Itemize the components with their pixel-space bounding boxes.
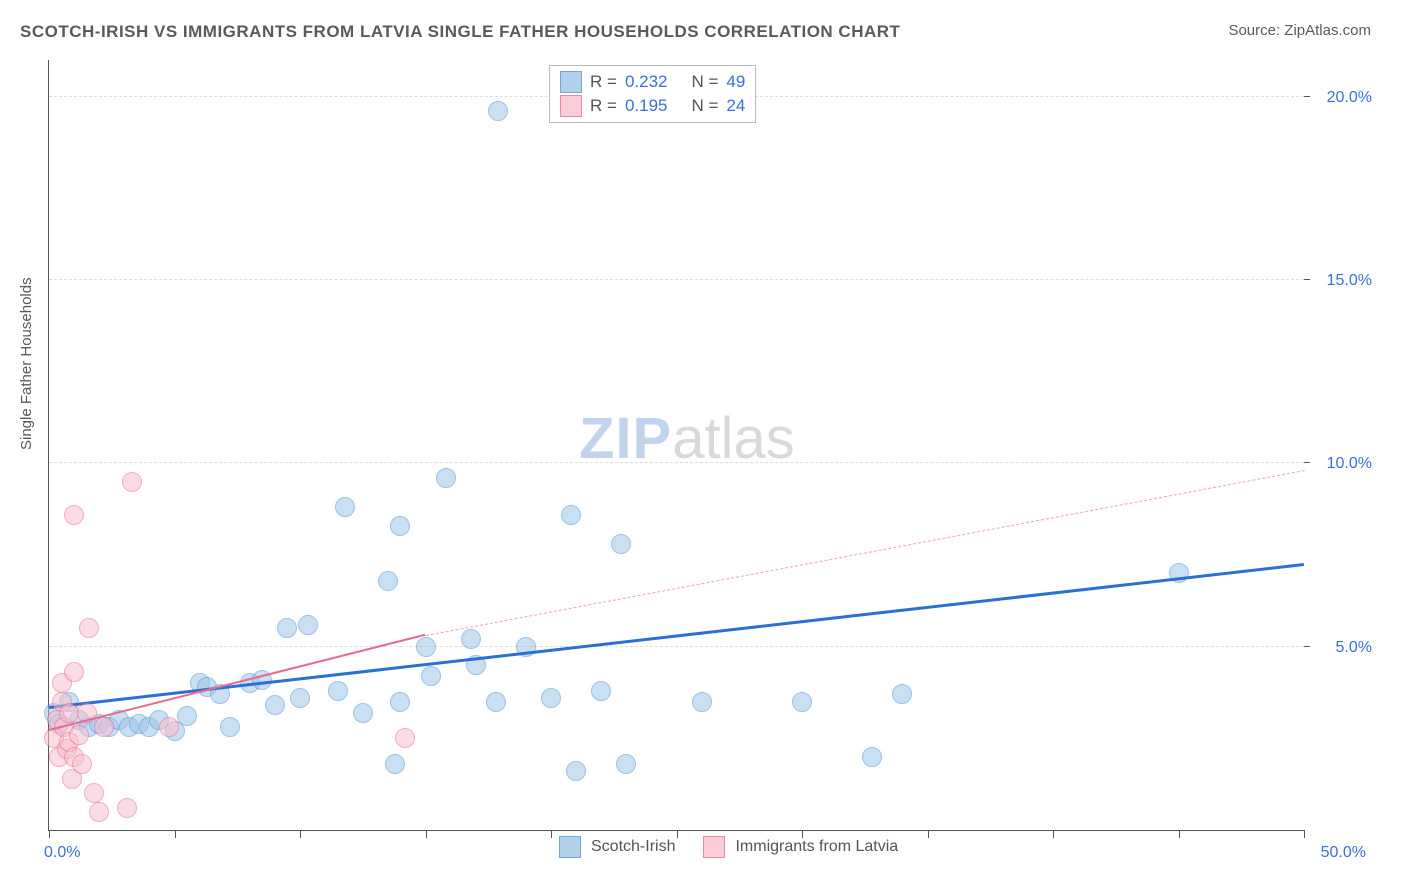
y-tick-mark <box>1304 279 1310 280</box>
data-point <box>79 618 99 638</box>
trend-line <box>49 563 1304 709</box>
data-point <box>436 468 456 488</box>
data-point <box>64 505 84 525</box>
stat-n-value: 49 <box>726 70 745 94</box>
y-axis-label: Single Father Households <box>18 277 35 450</box>
data-point <box>94 717 114 737</box>
data-point <box>353 703 373 723</box>
stat-r-label: R = <box>590 70 617 94</box>
data-point <box>265 695 285 715</box>
plot-area: ZIPatlas 5.0%10.0%15.0%20.0%0.0%50.0%R =… <box>48 60 1304 831</box>
trend-line <box>425 470 1304 636</box>
x-tick-mark <box>1179 830 1180 838</box>
x-tick-mark <box>175 830 176 838</box>
data-point <box>390 516 410 536</box>
data-point <box>159 717 179 737</box>
x-tick-mark <box>49 830 50 838</box>
data-point <box>277 618 297 638</box>
data-point <box>290 688 310 708</box>
stat-n-label: N = <box>691 94 718 118</box>
gridline <box>49 646 1304 647</box>
gridline <box>49 462 1304 463</box>
watermark-part1: ZIP <box>579 406 672 471</box>
data-point <box>395 728 415 748</box>
legend-series-name: Scotch-Irish <box>591 838 675 856</box>
x-tick-label-start: 0.0% <box>44 844 80 862</box>
data-point <box>220 717 240 737</box>
data-point <box>862 747 882 767</box>
data-point <box>561 505 581 525</box>
legend-swatch <box>560 71 582 93</box>
data-point <box>692 692 712 712</box>
x-tick-mark <box>928 830 929 838</box>
x-tick-mark <box>1304 830 1305 838</box>
gridline <box>49 279 1304 280</box>
data-point <box>892 684 912 704</box>
data-point <box>72 754 92 774</box>
data-point <box>541 688 561 708</box>
x-tick-mark <box>300 830 301 838</box>
data-point <box>461 629 481 649</box>
y-tick-label: 15.0% <box>1327 272 1372 290</box>
y-tick-label: 20.0% <box>1327 89 1372 107</box>
data-point <box>488 101 508 121</box>
data-point <box>591 681 611 701</box>
data-point <box>616 754 636 774</box>
data-point <box>177 706 197 726</box>
data-point <box>421 666 441 686</box>
stat-r-value: 0.195 <box>625 94 668 118</box>
data-point <box>385 754 405 774</box>
x-tick-mark <box>1053 830 1054 838</box>
chart-container: SCOTCH-IRISH VS IMMIGRANTS FROM LATVIA S… <box>0 0 1406 892</box>
data-point <box>64 662 84 682</box>
legend-swatch <box>703 836 725 858</box>
chart-title: SCOTCH-IRISH VS IMMIGRANTS FROM LATVIA S… <box>20 22 900 42</box>
legend-swatch <box>560 95 582 117</box>
data-point <box>298 615 318 635</box>
stat-n-label: N = <box>691 70 718 94</box>
data-point <box>117 798 137 818</box>
data-point <box>89 802 109 822</box>
watermark-part2: atlas <box>672 406 795 471</box>
data-point <box>328 681 348 701</box>
stats-legend-row: R = 0.232 N = 49 <box>560 70 745 94</box>
x-tick-label-end: 50.0% <box>1321 844 1366 862</box>
y-tick-mark <box>1304 96 1310 97</box>
data-point <box>566 761 586 781</box>
y-tick-mark <box>1304 646 1310 647</box>
data-point <box>792 692 812 712</box>
stats-legend: R = 0.232 N = 49 R = 0.195 N = 24 <box>549 65 756 123</box>
data-point <box>122 472 142 492</box>
x-tick-mark <box>426 830 427 838</box>
data-point <box>486 692 506 712</box>
x-tick-mark <box>551 830 552 838</box>
stat-n-value: 24 <box>726 94 745 118</box>
series-legend: Scotch-Irish Immigrants from Latvia <box>559 836 916 858</box>
data-point <box>611 534 631 554</box>
stat-r-label: R = <box>590 94 617 118</box>
y-tick-label: 5.0% <box>1336 639 1372 657</box>
legend-series-name: Immigrants from Latvia <box>735 838 898 856</box>
y-tick-label: 10.0% <box>1327 455 1372 473</box>
data-point <box>416 637 436 657</box>
source-label: Source: ZipAtlas.com <box>1228 22 1371 39</box>
stat-r-value: 0.232 <box>625 70 668 94</box>
data-point <box>335 497 355 517</box>
data-point <box>390 692 410 712</box>
data-point <box>69 725 89 745</box>
legend-swatch <box>559 836 581 858</box>
data-point <box>84 783 104 803</box>
data-point <box>378 571 398 591</box>
stats-legend-row: R = 0.195 N = 24 <box>560 94 745 118</box>
y-tick-mark <box>1304 462 1310 463</box>
